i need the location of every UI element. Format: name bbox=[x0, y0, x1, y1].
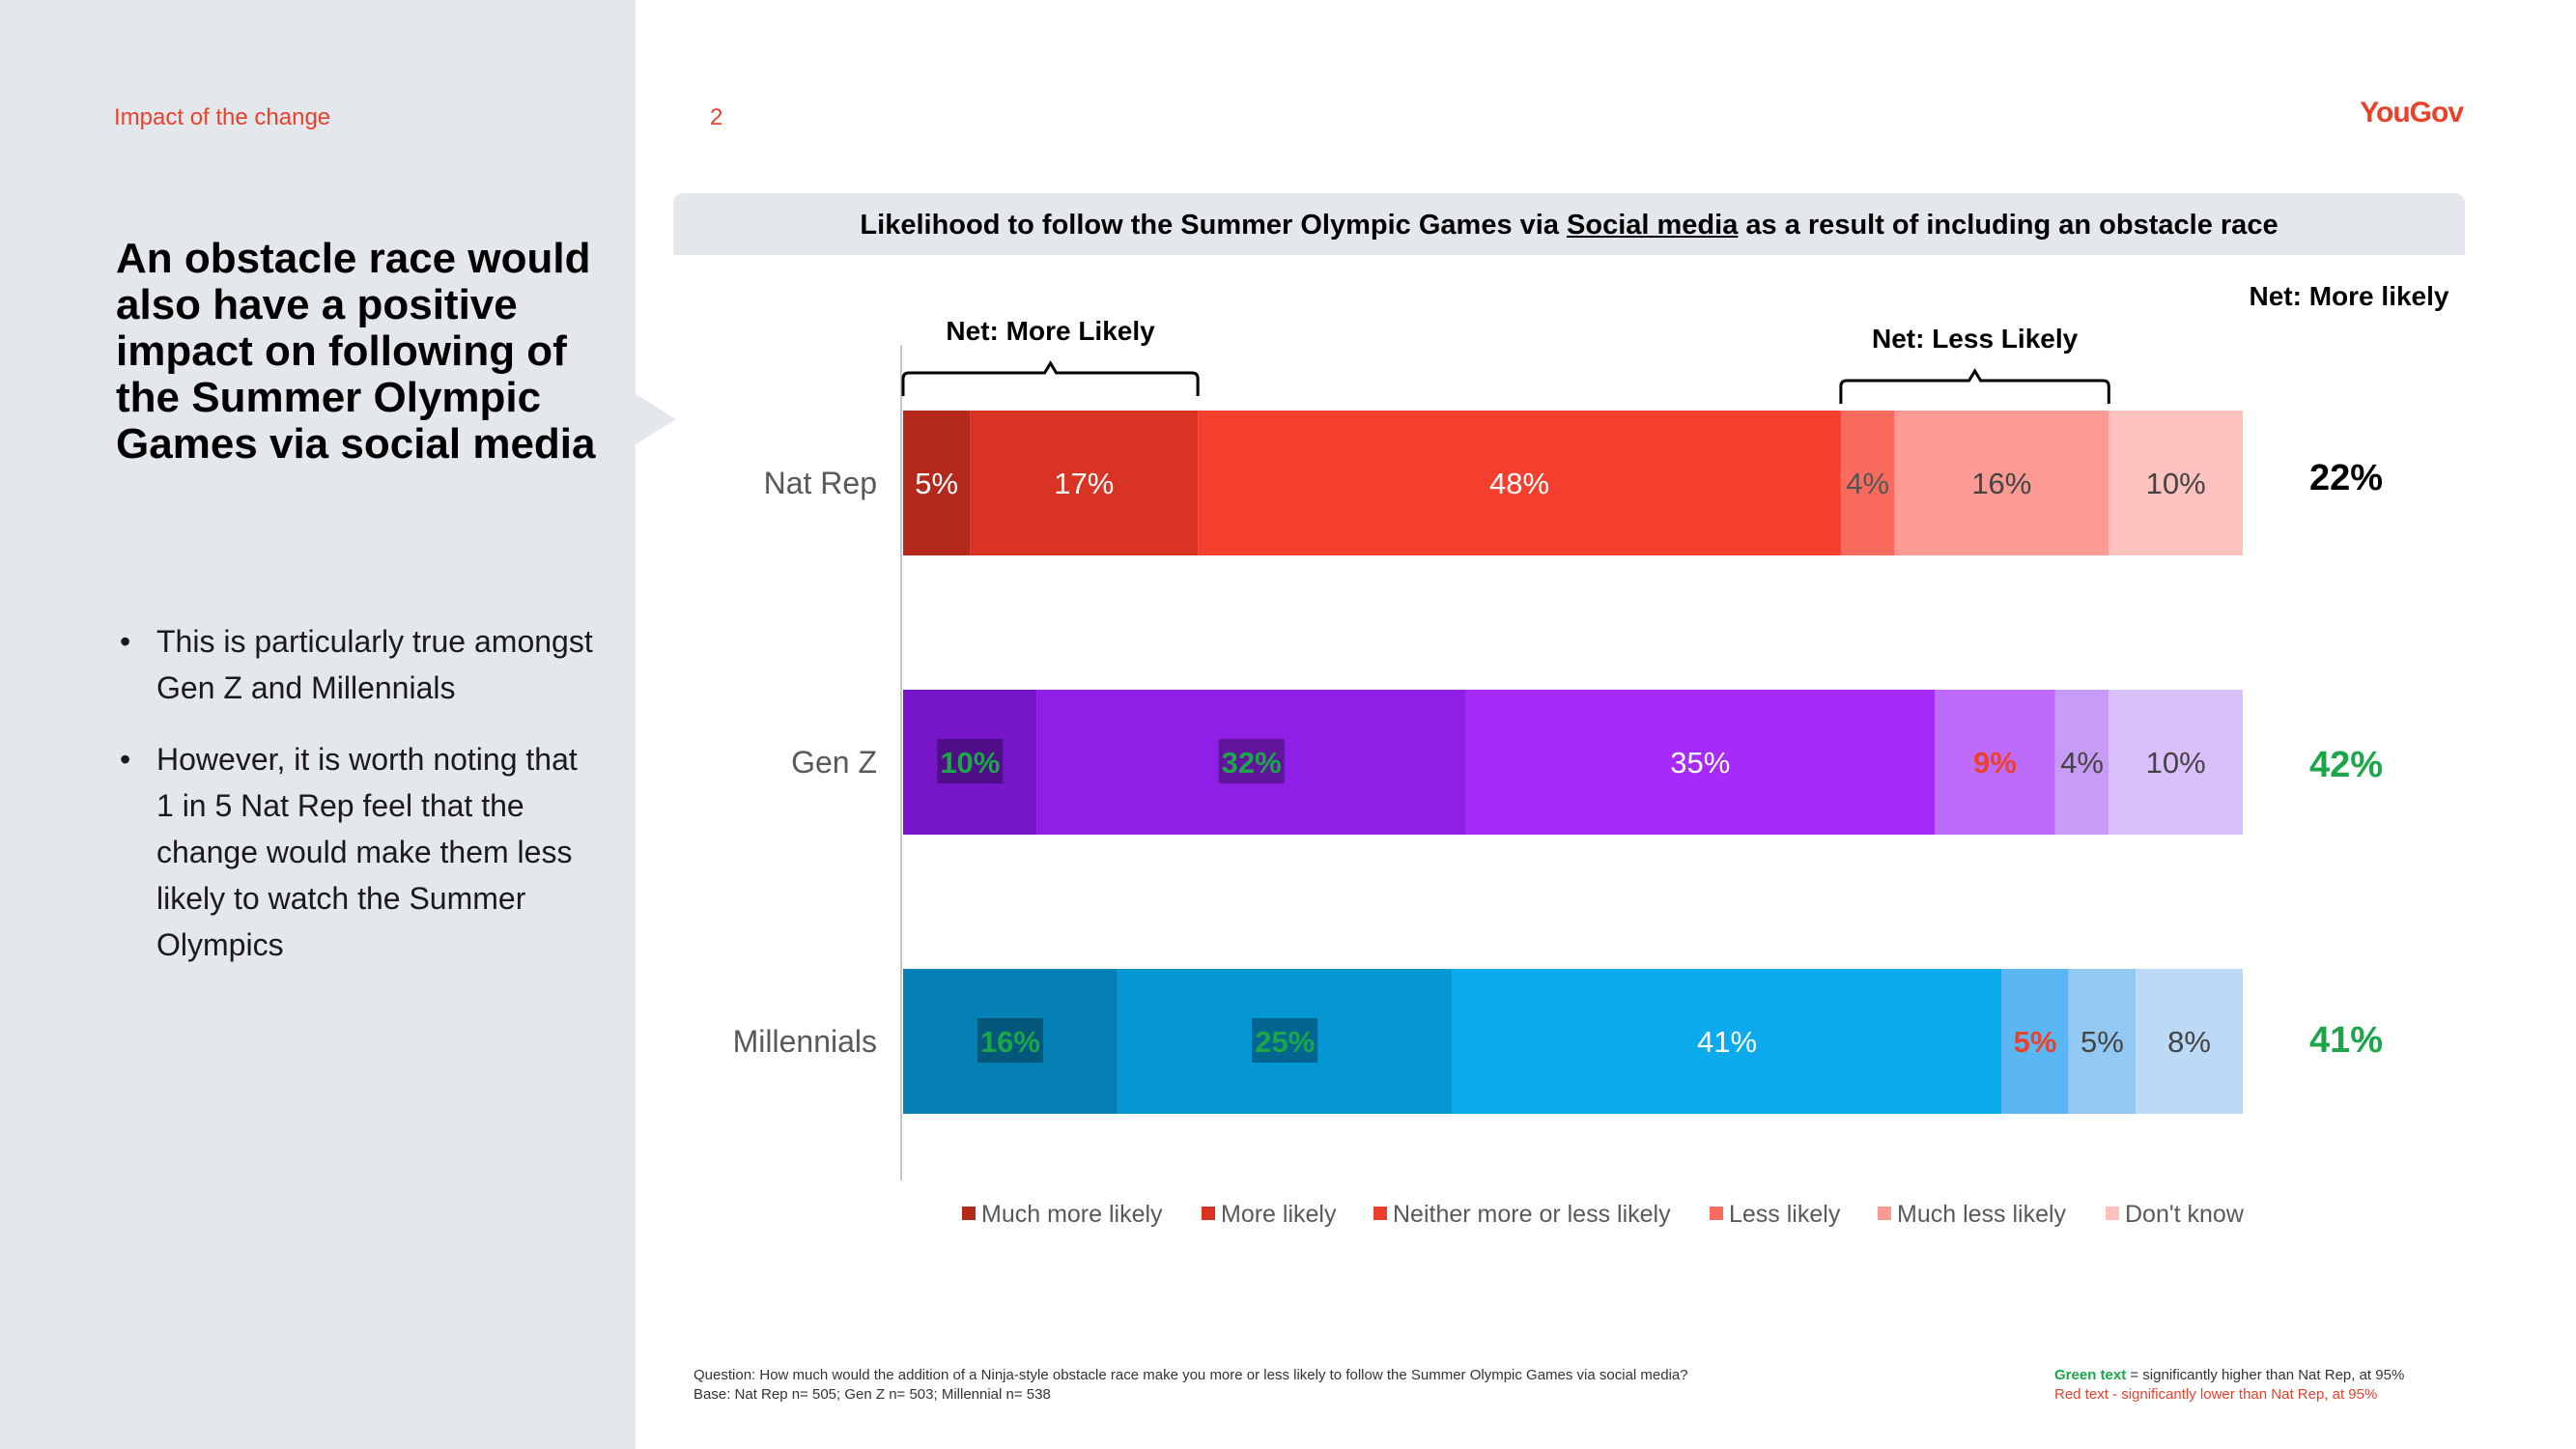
bracket-label: Net: More Likely bbox=[946, 316, 1155, 346]
legend-label: Don't know bbox=[2125, 1201, 2245, 1228]
net-value: 41% bbox=[2309, 1020, 2383, 1061]
legend-label: More likely bbox=[1221, 1201, 1337, 1228]
footnote-question: Question: How much would the addition of… bbox=[694, 1367, 1688, 1383]
footnote-base: Base: Nat Rep n= 505; Gen Z n= 503; Mill… bbox=[694, 1386, 1051, 1403]
label-highlight bbox=[977, 1018, 1043, 1063]
significance-note: Green text = significantly higher than N… bbox=[2054, 1366, 2404, 1405]
bar-segment bbox=[1840, 411, 1895, 555]
bar-segment bbox=[903, 411, 971, 555]
data-label: 9% bbox=[1973, 746, 2017, 780]
bar-segment bbox=[2068, 969, 2137, 1114]
data-label: 10% bbox=[2146, 467, 2206, 500]
sig-green-rest: = significantly higher than Nat Rep, at … bbox=[2126, 1367, 2405, 1383]
legend-swatch bbox=[962, 1207, 976, 1220]
data-label: 16% bbox=[980, 1025, 1040, 1059]
row-label: Gen Z bbox=[791, 745, 877, 780]
sig-green-label: Green text bbox=[2054, 1367, 2127, 1383]
bar-segment bbox=[1452, 969, 2002, 1114]
data-label: 5% bbox=[2014, 1025, 2057, 1059]
data-label: 4% bbox=[1846, 467, 1889, 500]
net-value: 22% bbox=[2309, 458, 2383, 498]
chart-title-underlined: Social media bbox=[1567, 210, 1739, 241]
legend-label: Less likely bbox=[1729, 1201, 1841, 1228]
legend-label: Neither more or less likely bbox=[1393, 1201, 1671, 1228]
bullet-item: This is particularly true amongst Gen Z … bbox=[116, 618, 599, 711]
bar-segment bbox=[2136, 969, 2243, 1114]
legend-swatch bbox=[1878, 1207, 1891, 1220]
data-label: 48% bbox=[1489, 467, 1549, 500]
data-label: 10% bbox=[2146, 746, 2206, 780]
bar-segment bbox=[1117, 969, 1453, 1114]
legend-swatch bbox=[1202, 1207, 1215, 1220]
yougov-logo: YouGov bbox=[2360, 97, 2464, 128]
section-label: Impact of the change bbox=[114, 104, 331, 130]
bar-segment bbox=[2109, 411, 2243, 555]
data-label: 35% bbox=[1670, 746, 1730, 780]
bar-segment bbox=[1894, 411, 2109, 555]
row-label: Nat Rep bbox=[764, 466, 877, 500]
bar-segment bbox=[903, 969, 1118, 1114]
legend-swatch bbox=[1710, 1207, 1723, 1220]
panel-pointer bbox=[636, 394, 676, 444]
data-label: 4% bbox=[2060, 746, 2104, 780]
bar-segment bbox=[2001, 969, 2069, 1114]
data-label: 10% bbox=[940, 746, 1000, 780]
bar-segment bbox=[1198, 411, 1841, 555]
footnote: Question: How much would the addition of… bbox=[694, 1366, 1688, 1405]
data-label: 32% bbox=[1222, 746, 1282, 780]
bracket bbox=[1839, 368, 2110, 404]
data-label: 41% bbox=[1697, 1025, 1757, 1059]
data-label: 16% bbox=[1971, 467, 2031, 500]
stacked-bar-chart: Nat Rep 5% 17% 48% 4% 16% 10% Gen Z 10% 32% 35% 9% 4… bbox=[733, 281, 2449, 1228]
bar-segment bbox=[1465, 690, 1935, 835]
bracket bbox=[901, 360, 1200, 396]
label-highlight bbox=[1252, 1018, 1318, 1063]
bracket-label: Net: Less Likely bbox=[1872, 324, 2079, 354]
legend-label: Much more likely bbox=[981, 1201, 1163, 1228]
bar-segment bbox=[970, 411, 1199, 555]
sig-red-text: Red text - significantly lower than Nat … bbox=[2054, 1386, 2378, 1403]
chart-title: Likelihood to follow the Summer Olympic … bbox=[673, 193, 2465, 255]
data-label: 25% bbox=[1255, 1025, 1315, 1059]
label-highlight bbox=[1218, 739, 1285, 783]
legend-label: Much less likely bbox=[1897, 1201, 2067, 1228]
bar-segment bbox=[1934, 690, 2055, 835]
label-highlight bbox=[937, 739, 1004, 783]
row-label: Millennials bbox=[733, 1024, 877, 1059]
bar-segment bbox=[1036, 690, 1466, 835]
net-value: 42% bbox=[2309, 745, 2383, 785]
bullet-list: This is particularly true amongst Gen Z … bbox=[116, 618, 599, 993]
headline: An obstacle race would also have a posit… bbox=[116, 235, 596, 468]
legend-swatch bbox=[1373, 1207, 1387, 1220]
left-panel bbox=[0, 0, 636, 1449]
net-header: Net: More likely bbox=[2250, 281, 2449, 311]
bullet-item: However, it is worth noting that 1 in 5 … bbox=[116, 736, 599, 968]
data-label: 17% bbox=[1054, 467, 1114, 500]
bar-segment bbox=[903, 690, 1037, 835]
data-label: 5% bbox=[2081, 1025, 2124, 1059]
bar-segment bbox=[2109, 690, 2243, 835]
legend-swatch bbox=[2106, 1207, 2119, 1220]
data-label: 8% bbox=[2167, 1025, 2211, 1059]
bar-segment bbox=[2054, 690, 2109, 835]
data-label: 5% bbox=[915, 467, 958, 500]
page-number: 2 bbox=[710, 104, 723, 130]
